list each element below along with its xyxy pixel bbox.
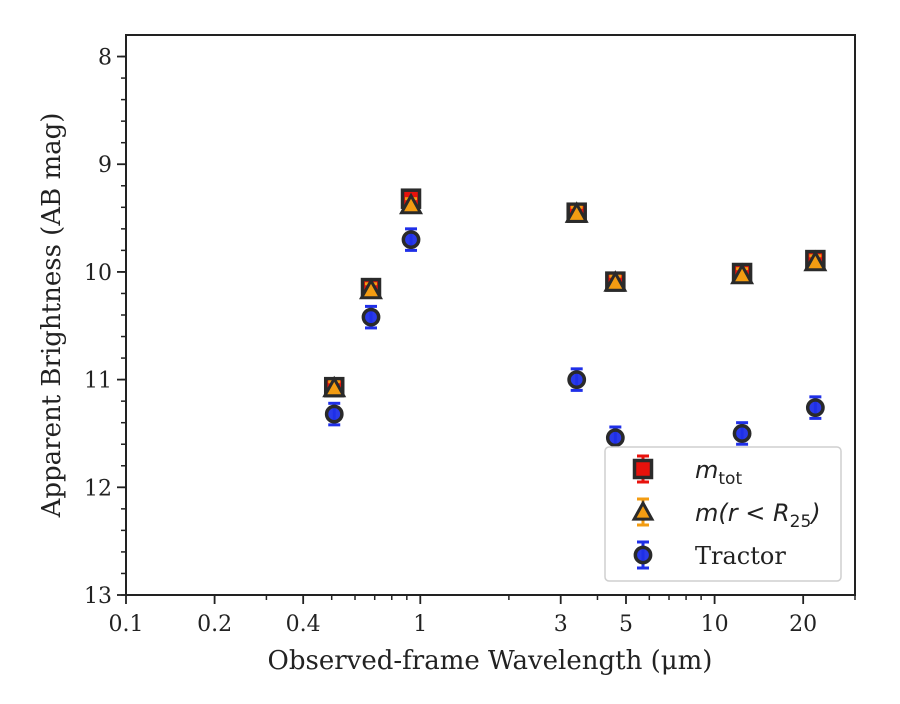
x-tick-label: 3 bbox=[554, 612, 568, 637]
data-point bbox=[359, 277, 384, 300]
x-axis: 0.1 0.2 0.4 1 3 5 10 20 bbox=[109, 595, 856, 637]
legend-entry: mtot bbox=[632, 454, 742, 489]
data-point bbox=[564, 201, 589, 223]
legend-label: mtot bbox=[695, 456, 742, 489]
y-tick-label: 13 bbox=[84, 584, 112, 609]
x-axis-label: Observed-frame Wavelength (μm) bbox=[268, 646, 713, 676]
data-point bbox=[805, 398, 825, 418]
legend-box bbox=[604, 446, 842, 582]
y-tick-label: 8 bbox=[98, 46, 112, 71]
data-points bbox=[322, 188, 828, 451]
legend: mtot m(r < R25) Tractor bbox=[604, 446, 842, 582]
data-point bbox=[567, 370, 587, 390]
y-tick-label: 10 bbox=[84, 261, 112, 286]
data-point bbox=[322, 375, 347, 398]
y-axis: 8 9 10 11 12 13 bbox=[84, 46, 126, 609]
legend-marker bbox=[631, 499, 655, 521]
legend-entry: Tractor bbox=[633, 540, 786, 570]
x-tick-label: 0.4 bbox=[286, 612, 321, 637]
x-tick-label: 1 bbox=[413, 612, 427, 637]
y-tick-label: 12 bbox=[84, 476, 112, 501]
data-point bbox=[324, 404, 344, 424]
x-tick-label: 5 bbox=[619, 612, 633, 637]
y-tick-label: 11 bbox=[84, 369, 112, 394]
series-circle bbox=[324, 227, 825, 451]
legend-entry: m(r < R25) bbox=[631, 497, 821, 532]
data-point bbox=[361, 307, 381, 327]
data-point bbox=[803, 249, 828, 272]
x-tick-label: 20 bbox=[789, 612, 817, 637]
data-point bbox=[401, 230, 421, 250]
y-tick-label: 9 bbox=[98, 153, 112, 178]
series-triangle bbox=[322, 192, 828, 398]
data-point bbox=[732, 424, 752, 443]
y-axis-label: Apparent Brightness (AB mag) bbox=[37, 113, 67, 519]
data-point bbox=[603, 270, 628, 292]
legend-marker bbox=[632, 458, 654, 480]
x-tick-label: 10 bbox=[701, 612, 729, 637]
data-point bbox=[399, 192, 424, 215]
data-point bbox=[605, 428, 625, 448]
legend-label: m(r < R25) bbox=[695, 499, 821, 532]
data-point bbox=[730, 262, 755, 285]
legend-marker bbox=[633, 545, 653, 565]
x-tick-label: 0.1 bbox=[109, 612, 144, 637]
legend-label: Tractor bbox=[695, 542, 786, 570]
x-tick-label: 0.2 bbox=[197, 612, 232, 637]
